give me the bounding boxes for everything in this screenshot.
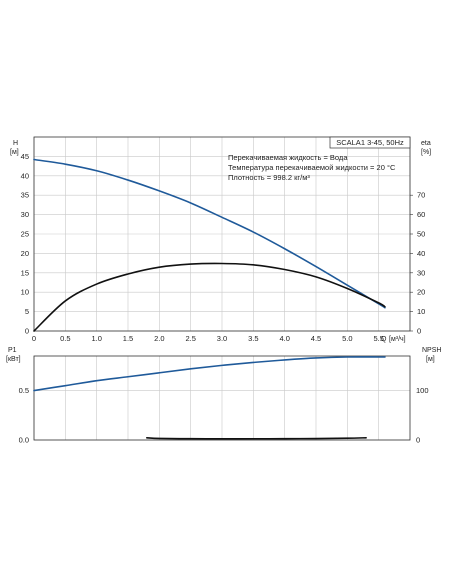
x-tick-label: 0.5	[60, 334, 70, 343]
y-left-tick-label: 5	[25, 307, 29, 316]
head-curve	[33, 158, 386, 309]
efficiency-curve	[33, 262, 386, 332]
top-series	[33, 158, 386, 332]
y-left-tick-label: 15	[21, 268, 29, 277]
note-liquid: Перекачиваемая жидкость = Вода	[228, 153, 348, 162]
y-left-tick-label: 0	[25, 327, 29, 336]
y-right-tick-label: 0	[417, 327, 421, 336]
title-box	[329, 136, 411, 149]
y-left-tick-label: 45	[21, 152, 29, 161]
note-density: Плотность = 998.2 кг/м³	[228, 173, 310, 182]
x-tick-label: 3.0	[217, 334, 227, 343]
p1-tick-label: 0.0	[19, 436, 29, 445]
x-tick-label: 2.0	[154, 334, 164, 343]
y-right-tick-label: 30	[417, 268, 425, 277]
npsh-unit: [м]	[426, 356, 435, 363]
y-right-tick-label: 40	[417, 249, 425, 258]
bottom-chart-frame	[33, 355, 411, 441]
top-chart-grid	[33, 137, 411, 332]
y-right-tick-label: 10	[417, 307, 425, 316]
x-tick-label: 3.5	[248, 334, 258, 343]
chart-title: SCALA1 3-45, 50Hz	[336, 138, 404, 147]
y-left-label: H	[13, 140, 18, 147]
npsh-curve	[146, 436, 367, 440]
bottom-tick-labels: 0.0 0.5 0 100	[19, 386, 429, 444]
x-tick-label: 1.5	[123, 334, 133, 343]
x-tick-label: 0	[32, 334, 36, 343]
y-left-tick-label: 40	[21, 171, 29, 180]
y-left-tick-label: 10	[21, 288, 29, 297]
x-tick-label: 5.0	[342, 334, 352, 343]
x-tick-label: 2.5	[185, 334, 195, 343]
top-tick-labels: 0 0.5 1.0 1.5 2.0 2.5 3.0 3.5 4.0 4.5 5.0 5.5 0 5 10 15…	[21, 152, 426, 343]
bottom-series	[33, 356, 386, 440]
x-tick-label: 1.0	[91, 334, 101, 343]
x-axis-label: Q	[381, 336, 387, 343]
y-right-tick-label: 50	[417, 230, 425, 239]
y-left-tick-label: 35	[21, 191, 29, 200]
p1-tick-label: 0.5	[19, 386, 29, 395]
y-right-label: eta	[421, 140, 431, 147]
y-right-tick-label: 70	[417, 191, 425, 200]
note-temperature: Температура перекачиваемой жидкости = 20…	[228, 163, 396, 172]
y-right-tick-label: 60	[417, 210, 425, 219]
x-tick-label: 4.5	[311, 334, 321, 343]
x-tick-label: 5.5	[373, 334, 383, 343]
npsh-label: NPSH	[422, 347, 441, 354]
npsh-tick-label: 0	[416, 436, 420, 445]
y-right-tick-label: 20	[417, 288, 425, 297]
y-left-tick-label: 25	[21, 230, 29, 239]
power-curve	[33, 356, 386, 392]
y-right-unit: [%]	[421, 149, 431, 156]
x-tick-label: 4.0	[279, 334, 289, 343]
x-axis-unit: [м³/ч]	[389, 336, 406, 343]
y-left-tick-label: 30	[21, 210, 29, 219]
y-left-unit: [м]	[10, 149, 19, 156]
y-left-tick-label: 20	[21, 249, 29, 258]
npsh-tick-label: 100	[416, 386, 429, 395]
p1-label: P1	[8, 347, 17, 354]
p1-unit: [кВт]	[6, 356, 21, 363]
